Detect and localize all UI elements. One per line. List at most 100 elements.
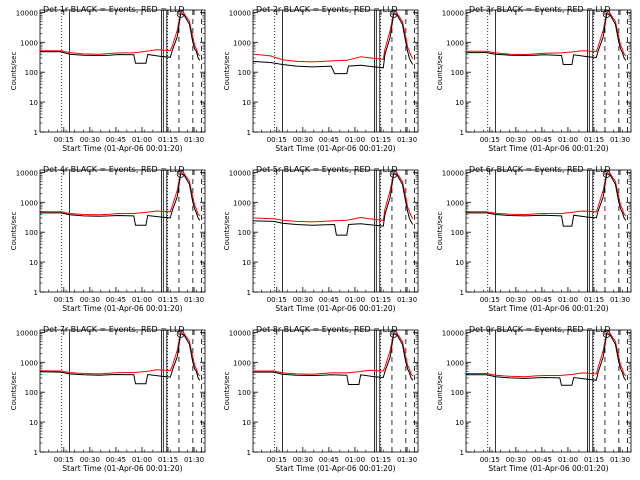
x-tick-label: 01:30: [397, 456, 417, 464]
x-tick-label: 01:30: [184, 136, 204, 144]
x-tick-label: 00:15: [54, 296, 74, 304]
events-series-line: [253, 172, 414, 236]
panel-title: Det 8r BLACK = Events, RED = LLD: [256, 325, 398, 334]
y-tick-label: 1: [247, 449, 251, 457]
panel-title: Det 3r BLACK = Events, RED = LLD: [469, 5, 611, 14]
x-tick-label: 00:30: [506, 136, 526, 144]
x-axis-title: Start Time (01-Apr-06 00:01:20): [62, 304, 182, 313]
x-tick-label: 01:15: [158, 296, 178, 304]
x-axis-title: Start Time (01-Apr-06 00:01:20): [62, 464, 182, 473]
y-axis-title: Counts/sec: [436, 372, 444, 411]
x-tick-label: 00:15: [480, 456, 500, 464]
x-tick-label: 01:15: [371, 136, 391, 144]
detector-panel-1: Det 1r BLACK = Events, RED = LLD 1 10 100 10…: [10, 5, 206, 153]
y-tick-label: 1000: [233, 39, 251, 47]
y-tick-label: 10: [29, 99, 38, 107]
x-axis-title: Start Time (01-Apr-06 00:01:20): [62, 144, 182, 153]
plot-frame: [252, 9, 419, 133]
lld-series-line: [466, 171, 627, 217]
y-tick-label: 10: [455, 259, 464, 267]
y-axis-title: Counts/sec: [10, 212, 18, 251]
events-series-line: [466, 332, 627, 386]
x-tick-label: 00:15: [54, 136, 74, 144]
x-tick-label: 01:15: [158, 136, 178, 144]
y-tick-label: 1: [460, 449, 464, 457]
lld-series-line: [253, 11, 414, 63]
x-tick-label: 00:30: [293, 296, 313, 304]
y-tick-label: 1: [460, 289, 464, 297]
events-series-line: [466, 12, 627, 65]
events-series-line: [40, 172, 201, 226]
panel-title: Det 9r BLACK = Events, RED = LLD: [469, 325, 611, 334]
x-tick-label: 01:00: [558, 296, 578, 304]
y-tick-label: 100: [25, 389, 38, 397]
x-tick-label: 01:00: [132, 296, 152, 304]
x-tick-label: 00:45: [532, 136, 552, 144]
y-tick-label: 1000: [446, 359, 464, 367]
x-tick-label: 01:00: [558, 456, 578, 464]
y-tick-label: 1000: [446, 39, 464, 47]
lld-series-line: [253, 331, 414, 377]
events-series-line: [253, 332, 414, 385]
x-tick-label: 01:30: [184, 456, 204, 464]
x-tick-label: 01:15: [584, 136, 604, 144]
x-tick-label: 01:00: [345, 296, 365, 304]
y-tick-label: 10000: [16, 329, 38, 337]
x-tick-label: 00:45: [106, 456, 126, 464]
y-tick-label: 1000: [446, 199, 464, 207]
panel-title: Det 7r BLACK = Events, RED = LLD: [43, 325, 185, 334]
plot-frame: [252, 329, 419, 453]
detector-panel-2: Det 2r BLACK = Events, RED = LLD 1 10 100 10…: [223, 5, 419, 153]
events-series-line: [253, 12, 414, 75]
x-axis-title: Start Time (01-Apr-06 00:01:20): [275, 144, 395, 153]
y-tick-label: 1000: [233, 199, 251, 207]
lld-series-line: [40, 331, 201, 377]
y-tick-label: 10000: [229, 169, 251, 177]
y-tick-label: 100: [238, 69, 251, 77]
plot-frame: [465, 9, 632, 133]
x-tick-label: 00:45: [319, 136, 339, 144]
x-tick-label: 00:30: [80, 136, 100, 144]
y-tick-label: 1: [34, 129, 38, 137]
y-tick-label: 10000: [16, 169, 38, 177]
x-axis-title: Start Time (01-Apr-06 00:01:20): [488, 144, 608, 153]
y-tick-label: 100: [451, 229, 464, 237]
events-series-line: [466, 172, 627, 227]
y-axis-title: Counts/sec: [436, 212, 444, 251]
y-tick-label: 100: [451, 69, 464, 77]
panel-title: Det 1r BLACK = Events, RED = LLD: [43, 5, 185, 14]
x-tick-label: 00:45: [532, 296, 552, 304]
x-tick-label: 00:15: [267, 136, 287, 144]
x-axis-title: Start Time (01-Apr-06 00:01:20): [488, 464, 608, 473]
panel-title: Det 2r BLACK = Events, RED = LLD: [256, 5, 398, 14]
panel-title: Det 5r BLACK = Events, RED = LLD: [256, 165, 398, 174]
y-tick-label: 1000: [233, 359, 251, 367]
lld-series-line: [466, 331, 627, 378]
detector-panel-7: Det 7r BLACK = Events, RED = LLD 1 10 100 10…: [10, 325, 206, 473]
x-tick-label: 00:30: [293, 456, 313, 464]
x-tick-label: 01:15: [371, 456, 391, 464]
x-tick-label: 01:00: [345, 136, 365, 144]
y-tick-label: 10000: [16, 9, 38, 17]
lld-series-line: [40, 171, 201, 217]
y-tick-label: 1: [247, 129, 251, 137]
y-tick-label: 10000: [442, 9, 464, 17]
x-tick-label: 01:30: [610, 296, 630, 304]
x-tick-label: 01:15: [371, 296, 391, 304]
x-tick-label: 01:30: [184, 296, 204, 304]
detector-panel-5: Det 5r BLACK = Events, RED = LLD 1 10 100 10…: [223, 165, 419, 313]
y-axis-title: Counts/sec: [223, 212, 231, 251]
y-tick-label: 1: [247, 289, 251, 297]
y-tick-label: 100: [25, 69, 38, 77]
y-tick-label: 100: [25, 229, 38, 237]
events-series-line: [40, 332, 201, 385]
y-tick-label: 10: [29, 259, 38, 267]
lld-series-line: [40, 11, 201, 57]
y-axis-title: Counts/sec: [10, 52, 18, 91]
y-tick-label: 10: [242, 259, 251, 267]
x-tick-label: 01:15: [158, 456, 178, 464]
y-tick-label: 10000: [229, 9, 251, 17]
plot-frame: [465, 169, 632, 293]
y-axis-title: Counts/sec: [436, 52, 444, 91]
